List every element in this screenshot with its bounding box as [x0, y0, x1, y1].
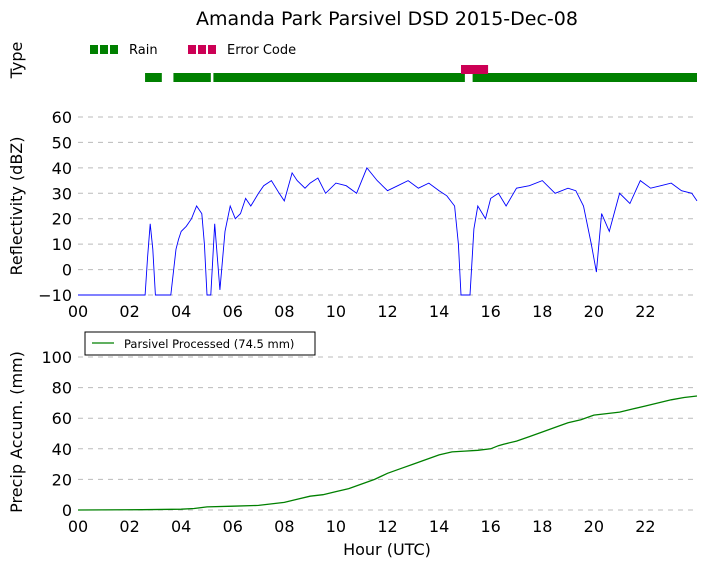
x-tick-label: 00	[68, 302, 88, 321]
type-legend-swatch-block	[198, 45, 206, 54]
x-tick-label: 14	[429, 302, 449, 321]
y-tick-label: 80	[52, 379, 72, 398]
x-tick-label: 12	[377, 517, 397, 536]
precip-xticks: 00 02 04 06 08 10 12 14 16 18 20 22	[68, 517, 656, 536]
y-tick-label: 60	[52, 108, 72, 127]
reflectivity-series-line	[78, 167, 698, 296]
precip-legend-label: Parsivel Processed (74.5 mm)	[124, 337, 294, 351]
x-tick-label: 08	[274, 302, 294, 321]
type-segment	[145, 73, 162, 82]
precip-xlabel: Hour (UTC)	[343, 540, 431, 559]
precip-series-line	[77, 395, 698, 511]
y-tick-label: 20	[52, 210, 72, 229]
y-tick-label: 40	[52, 440, 72, 459]
type-segment	[213, 73, 465, 82]
type-legend-label: Error Code	[227, 43, 296, 58]
x-tick-label: 06	[223, 302, 243, 321]
x-tick-label: 22	[635, 302, 655, 321]
type-legend-swatch-block	[208, 45, 216, 54]
y-tick-label: 0	[62, 261, 72, 280]
precip-yticks: 0 20 40 60 80 100	[41, 348, 72, 520]
type-legend-swatch-block	[188, 45, 196, 54]
x-tick-label: 18	[532, 517, 552, 536]
reflectivity-xticks: 00 02 04 06 08 10 12 14 16 18 20 22	[68, 302, 656, 321]
type-segments	[145, 65, 697, 82]
type-legend-label: Rain	[129, 43, 158, 58]
x-tick-label: 04	[171, 302, 191, 321]
x-tick-label: 06	[223, 517, 243, 536]
reflectivity-panel: Reflectivity (dBZ) −10 0 10 20 30 40 50 60 00 02…	[7, 108, 698, 321]
x-tick-label: 16	[480, 517, 500, 536]
type-legend-swatch	[90, 45, 118, 54]
x-tick-label: 14	[429, 517, 449, 536]
x-tick-label: 20	[584, 517, 604, 536]
x-tick-label: 10	[326, 517, 346, 536]
type-segment	[472, 73, 697, 82]
type-legend-swatch	[188, 45, 216, 54]
y-tick-label: 10	[52, 235, 72, 254]
y-tick-label: 40	[52, 159, 72, 178]
y-tick-label: 0	[62, 501, 72, 520]
type-legend-swatch-block	[90, 45, 98, 54]
type-segment	[173, 73, 211, 82]
x-tick-label: 00	[68, 517, 88, 536]
x-tick-label: 10	[326, 302, 346, 321]
chart-title: Amanda Park Parsivel DSD 2015-Dec-08	[196, 8, 578, 30]
x-tick-label: 12	[377, 302, 397, 321]
reflectivity-yticks: −10 0 10 20 30 40 50 60	[38, 108, 72, 305]
type-legend-swatch-block	[100, 45, 108, 54]
type-segment	[461, 65, 489, 74]
x-tick-label: 20	[584, 302, 604, 321]
y-tick-label: 100	[41, 348, 72, 367]
x-tick-label: 04	[171, 517, 191, 536]
y-tick-label: 60	[52, 409, 72, 428]
precip-ylabel: Precip Accum. (mm)	[7, 351, 26, 513]
y-tick-label: −10	[38, 286, 72, 305]
x-tick-label: 18	[532, 302, 552, 321]
x-tick-label: 16	[480, 302, 500, 321]
x-tick-label: 22	[635, 517, 655, 536]
reflectivity-grid	[78, 116, 697, 296]
y-tick-label: 50	[52, 133, 72, 152]
precip-legend-box	[84, 331, 316, 356]
type-panel: Type Rain Error Code	[7, 42, 697, 82]
precip-panel: Precip Accum. (mm) 0 20 40 60 80 100 00 02 04 06…	[7, 331, 698, 559]
y-tick-label: 20	[52, 470, 72, 489]
x-tick-label: 02	[119, 302, 139, 321]
type-legend: Rain Error Code	[90, 43, 296, 58]
y-tick-label: 30	[52, 184, 72, 203]
precip-legend: Parsivel Processed (74.5 mm)	[84, 331, 316, 356]
precip-grid	[78, 356, 697, 511]
type-ylabel: Type	[7, 42, 26, 80]
type-legend-swatch-block	[110, 45, 118, 54]
x-tick-label: 02	[119, 517, 139, 536]
reflectivity-ylabel: Reflectivity (dBZ)	[7, 137, 26, 276]
x-tick-label: 08	[274, 517, 294, 536]
